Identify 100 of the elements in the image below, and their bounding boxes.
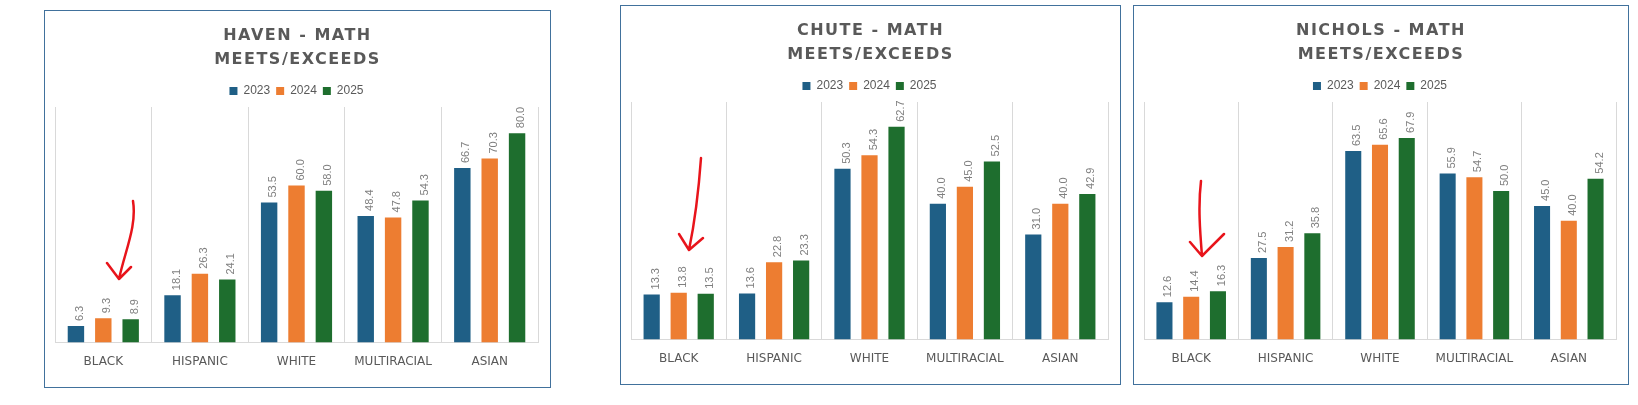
bar bbox=[834, 168, 851, 340]
data-label: 27.5 bbox=[1255, 231, 1268, 253]
bar bbox=[1345, 151, 1362, 340]
data-label: 66.7 bbox=[459, 141, 472, 163]
data-label: 63.5 bbox=[1350, 124, 1363, 147]
data-label: 22.8 bbox=[771, 235, 784, 258]
legend-label: 2025 bbox=[336, 83, 364, 98]
data-label: 40.0 bbox=[934, 177, 947, 199]
data-label: 13.3 bbox=[648, 268, 661, 290]
data-label: 40.0 bbox=[1565, 194, 1578, 216]
bar bbox=[95, 318, 112, 343]
data-label: 13.8 bbox=[675, 266, 688, 288]
bar bbox=[956, 186, 974, 340]
legend-label: 2024 bbox=[290, 83, 318, 98]
bar bbox=[67, 326, 85, 343]
bar bbox=[738, 293, 756, 340]
data-label: 14.4 bbox=[1188, 270, 1201, 292]
data-label: 9.3 bbox=[100, 297, 113, 314]
x-tick-label: MULTIRACIAL bbox=[1435, 350, 1514, 365]
bar bbox=[1493, 191, 1510, 340]
x-tick-label: ASIAN bbox=[471, 353, 508, 368]
bar bbox=[454, 167, 471, 343]
bar bbox=[357, 215, 374, 343]
bar bbox=[288, 185, 305, 343]
data-label: 31.0 bbox=[1030, 207, 1043, 230]
bar bbox=[1277, 246, 1294, 340]
x-tick-label: BLACK bbox=[1171, 350, 1213, 365]
bar bbox=[697, 293, 714, 340]
data-label: 70.3 bbox=[486, 132, 499, 154]
legend-label: 2025 bbox=[909, 78, 937, 93]
data-label: 47.8 bbox=[390, 191, 403, 213]
bar bbox=[1079, 193, 1096, 340]
bar bbox=[260, 202, 278, 343]
x-tick-label: ASIAN bbox=[1550, 350, 1588, 365]
legend-label: 2023 bbox=[816, 78, 844, 93]
x-tick-label: HISPANIC bbox=[746, 350, 802, 365]
legend-label: 2025 bbox=[1420, 78, 1448, 93]
data-label: 48.4 bbox=[362, 189, 375, 211]
data-label: 58.0 bbox=[320, 164, 333, 186]
bar bbox=[164, 295, 181, 343]
x-tick-label: WHITE bbox=[276, 353, 317, 368]
data-label: 45.0 bbox=[961, 160, 974, 182]
bar bbox=[315, 190, 333, 343]
bar bbox=[983, 161, 1001, 340]
bar bbox=[508, 133, 526, 343]
chart-title: HAVEN - MATH MEETS/EXCEEDS bbox=[213, 24, 382, 70]
data-label: 13.5 bbox=[702, 267, 715, 289]
data-label: 65.6 bbox=[1377, 118, 1390, 140]
data-label: 54.3 bbox=[866, 128, 879, 151]
data-label: 50.3 bbox=[839, 142, 852, 164]
bar bbox=[122, 319, 139, 343]
bar bbox=[793, 260, 810, 340]
bar bbox=[481, 158, 498, 343]
x-tick-label: WHITE bbox=[849, 350, 890, 365]
bar bbox=[861, 155, 878, 340]
bar bbox=[765, 262, 783, 340]
bar bbox=[929, 203, 946, 340]
data-label: 35.8 bbox=[1309, 206, 1322, 229]
data-label: 54.2 bbox=[1592, 152, 1605, 174]
data-label: 54.3 bbox=[417, 174, 430, 196]
data-label: 6.3 bbox=[72, 305, 85, 322]
data-label: 80.0 bbox=[514, 106, 527, 129]
legend-label: 2024 bbox=[1373, 78, 1401, 93]
data-label: 42.9 bbox=[1084, 167, 1097, 189]
data-label: 26.3 bbox=[196, 247, 209, 269]
x-tick-label: ASIAN bbox=[1042, 350, 1079, 365]
x-tick-label: MULTIRACIAL bbox=[354, 353, 433, 368]
bar bbox=[1025, 234, 1042, 340]
x-tick-label: HISPANIC bbox=[172, 353, 228, 368]
bar bbox=[191, 273, 209, 343]
bar bbox=[888, 126, 905, 340]
bar bbox=[1587, 178, 1604, 340]
bar bbox=[1156, 302, 1173, 340]
data-label: 53.5 bbox=[266, 176, 279, 198]
legend-label: 2024 bbox=[863, 78, 891, 93]
chart-title: CHUTE - MATH MEETS/EXCEEDS bbox=[786, 19, 955, 65]
x-tick-label: MULTIRACIAL bbox=[926, 350, 1005, 365]
data-label: 54.7 bbox=[1471, 150, 1484, 173]
data-label: 18.1 bbox=[169, 268, 182, 291]
bar bbox=[1250, 257, 1267, 340]
bar bbox=[412, 200, 429, 343]
bar bbox=[1183, 296, 1200, 340]
legend-label: 2023 bbox=[1326, 78, 1354, 93]
chart-title: NICHOLS - MATH MEETS/EXCEEDS bbox=[1295, 19, 1467, 65]
bar bbox=[1209, 291, 1226, 340]
bar bbox=[1052, 203, 1069, 340]
bar bbox=[670, 292, 687, 340]
bar bbox=[643, 294, 660, 340]
bar bbox=[1439, 173, 1456, 340]
data-label: 8.9 bbox=[127, 299, 140, 315]
bar bbox=[1304, 233, 1321, 340]
data-label: 31.2 bbox=[1282, 220, 1295, 242]
data-label: 55.9 bbox=[1444, 147, 1457, 169]
data-label: 40.0 bbox=[1057, 177, 1070, 199]
x-tick-label: BLACK bbox=[83, 353, 125, 368]
data-label: 24.1 bbox=[224, 253, 237, 275]
data-label: 45.0 bbox=[1539, 179, 1552, 201]
data-label: 12.6 bbox=[1161, 275, 1174, 298]
x-tick-label: HISPANIC bbox=[1257, 350, 1314, 365]
bar bbox=[1398, 137, 1415, 340]
